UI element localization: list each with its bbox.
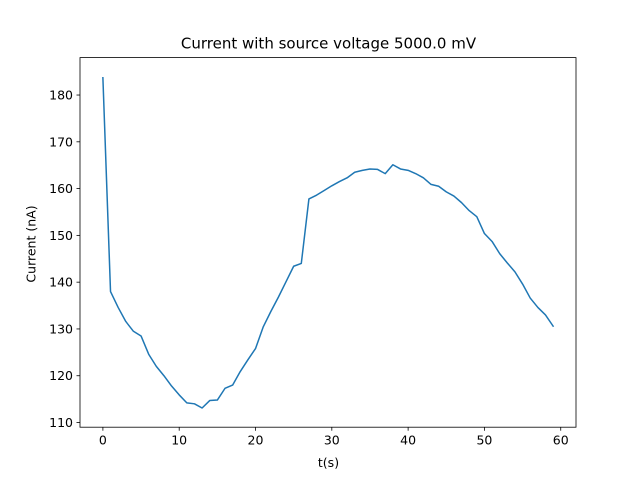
y-tick-label: 120 [49,368,73,383]
y-tick-label: 160 [49,181,73,196]
x-tick-label: 40 [400,433,416,448]
y-tick-label: 150 [49,228,73,243]
axes: 0 10 20 30 40 50 60 110 120 130 140 150 160 170 180 [49,57,577,448]
x-tick-label: 20 [248,433,264,448]
y-tick-label: 140 [49,275,73,290]
series-line-0 [102,76,555,409]
x-axis-label: t(s) [318,455,339,470]
y-tick-label: 170 [49,134,73,149]
x-tick-label: 0 [99,433,107,448]
chart-title: Current with source voltage 5000.0 mV [181,35,477,53]
x-tick-label: 50 [476,433,492,448]
plot-area [102,76,555,409]
y-axis-label: Current (nA) [24,205,39,282]
x-tick-label: 60 [553,433,569,448]
x-tick-label: 10 [171,433,187,448]
y-tick-label: 110 [49,415,73,430]
plot-frame [79,57,577,428]
y-tick-label: 130 [49,321,73,336]
y-tick-label: 180 [49,88,73,103]
x-tick-label: 30 [324,433,340,448]
